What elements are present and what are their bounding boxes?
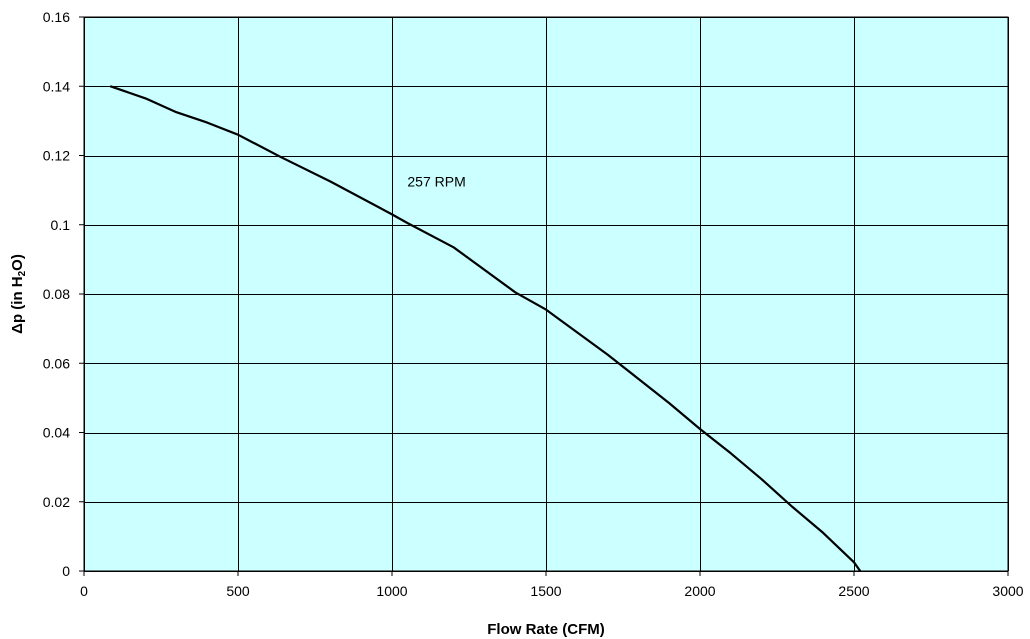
y-tick-label: 0 — [62, 563, 70, 579]
y-tick-labels: 0 0.02 0.04 0.06 0.08 0.1 0.12 0.14 0.16 — [43, 9, 84, 579]
series-annotation-label: 257 RPM — [407, 174, 465, 190]
series-line — [109, 85, 862, 572]
y-tick-label: 0.08 — [43, 286, 70, 302]
x-tick-label: 2000 — [684, 583, 715, 599]
y-axis-title-suffix: O) — [9, 254, 26, 271]
y-tick-label: 0.04 — [43, 425, 70, 441]
y-axis-title-subscript: 2 — [17, 270, 28, 276]
x-tick-label: 1000 — [376, 583, 407, 599]
x-tick-label: 0 — [80, 583, 88, 599]
y-tick-label: 0.14 — [43, 78, 70, 94]
x-tick-label: 2500 — [838, 583, 869, 599]
y-axis-title: Δp (in H2O) — [9, 254, 28, 334]
x-tick-label: 1500 — [530, 583, 561, 599]
x-tick-labels: 0 500 1000 1500 2000 2500 3000 — [80, 571, 1024, 599]
y-tick-label: 0.02 — [43, 494, 70, 510]
y-tick-label: 0.12 — [43, 148, 70, 164]
x-tick-label: 500 — [226, 583, 250, 599]
annotations: 257 RPM — [407, 174, 465, 190]
y-tick-label: 0.06 — [43, 355, 70, 371]
gridlines — [84, 17, 1009, 572]
y-tick-label: 0.16 — [43, 9, 70, 25]
x-axis-title: Flow Rate (CFM) — [487, 621, 605, 638]
x-tick-label: 3000 — [992, 583, 1023, 599]
y-axis-title-prefix: Δp (in H — [9, 276, 26, 333]
y-tick-label: 0.1 — [51, 217, 71, 233]
series-group — [109, 85, 862, 572]
